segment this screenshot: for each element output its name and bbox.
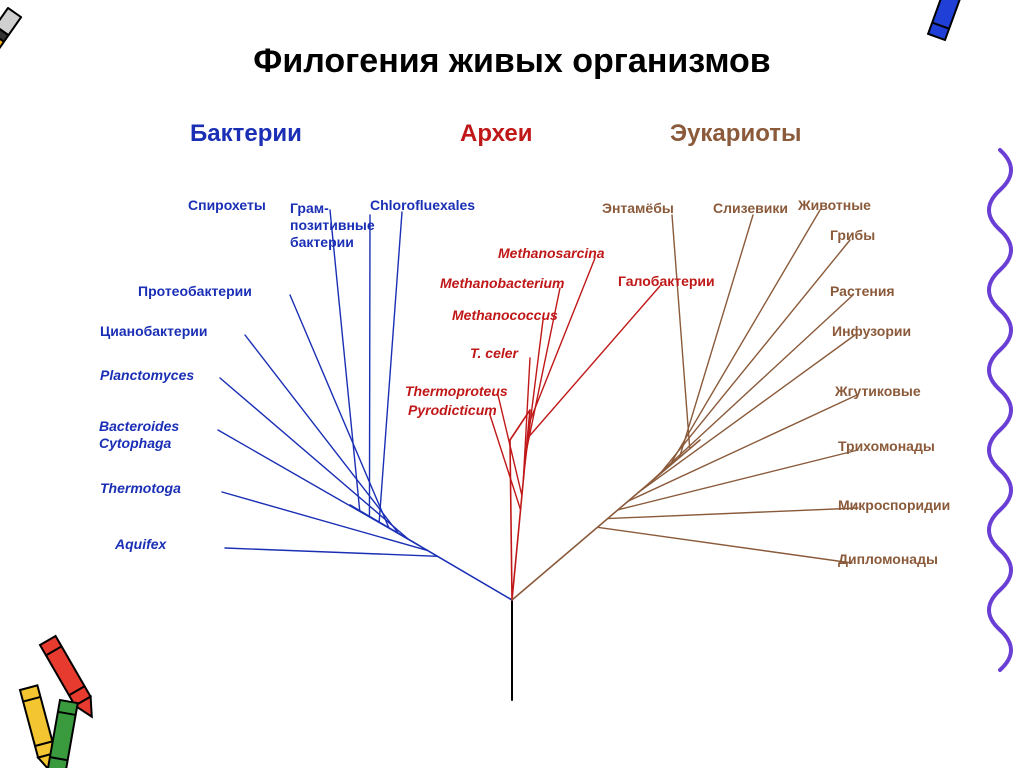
leaf-label: BacteroidesCytophaga	[99, 418, 179, 452]
leaf-label: Aquifex	[115, 536, 166, 553]
leaf-label: Цианобактерии	[100, 323, 207, 340]
leaf-label: Chlorofluexales	[370, 197, 475, 214]
leaf-label: Трихомонады	[838, 438, 935, 455]
leaf-label: Жгутиковые	[835, 383, 921, 400]
leaf-label: Дипломонады	[838, 551, 938, 568]
leaf-label: Энтамёбы	[602, 200, 674, 217]
leaf-label: Thermotoga	[100, 480, 181, 497]
leaf-label: Галобактерии	[618, 273, 715, 290]
leaf-label: Methanobacterium	[440, 275, 564, 292]
leaf-label: Грибы	[830, 227, 875, 244]
leaf-label: Planctomyces	[100, 367, 194, 384]
leaf-label: Инфузории	[832, 323, 911, 340]
leaf-label: Грам-позитивныебактерии	[290, 200, 375, 250]
leaf-label: Pyrodicticum	[408, 402, 497, 419]
leaf-label: Животные	[798, 197, 871, 214]
leaf-label: Микроспоридии	[838, 497, 950, 514]
leaf-label: Слизевики	[713, 200, 788, 217]
leaf-label: Растения	[830, 283, 895, 300]
leaf-label: Methanococcus	[452, 307, 558, 324]
leaf-label: Протеобактерии	[138, 283, 252, 300]
leaf-label: Methanosarcina	[498, 245, 605, 262]
leaf-label: Thermoproteus	[405, 383, 508, 400]
leaf-label: T. celer	[470, 345, 518, 362]
leaf-label: Спирохеты	[188, 197, 266, 214]
